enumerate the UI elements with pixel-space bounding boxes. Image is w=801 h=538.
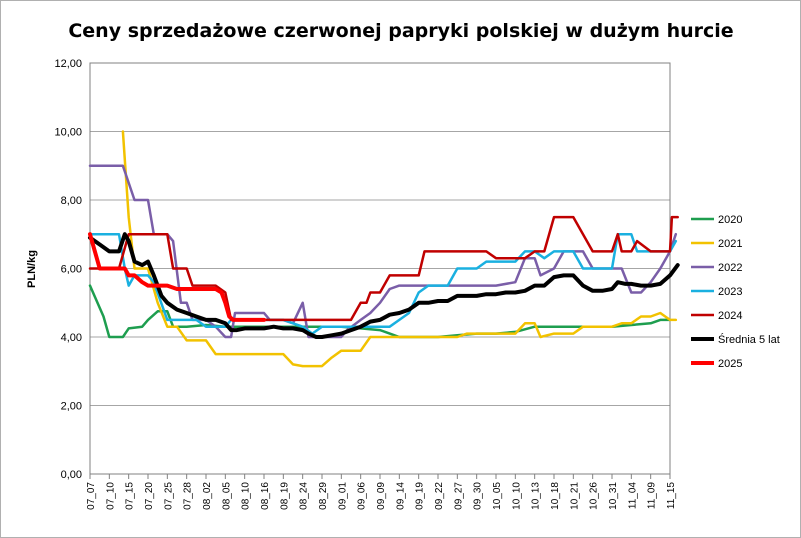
series-line-2023 (88, 232, 678, 335)
legend-label: 2021 (718, 238, 742, 250)
x-tick-label: 09_09 (376, 482, 387, 510)
x-tick-label: 10_21 (569, 482, 580, 510)
x-tick-label: 09_06 (357, 482, 368, 510)
x-tick-label: 10_10 (511, 482, 522, 510)
series-line-2025 (88, 232, 266, 322)
series-lines (88, 130, 680, 368)
x-tick-label: 08_02 (202, 482, 213, 510)
x-tick-label: 11_15 (666, 482, 677, 510)
legend-label: 2022 (718, 262, 742, 274)
legend-label: 2023 (718, 286, 742, 298)
x-tick-label: 08_10 (241, 482, 252, 510)
series-line-2024 (88, 215, 679, 322)
x-tick-label: 09_19 (415, 482, 426, 510)
y-tick-label: 10,00 (54, 127, 82, 139)
y-tick-label: 2,00 (61, 401, 82, 413)
x-tick-label: 07_07 (86, 482, 97, 510)
x-tick-label: 07_25 (163, 482, 174, 510)
x-tick-label: 07_28 (183, 482, 194, 510)
legend-label: 2024 (718, 310, 742, 322)
legend-label: 2020 (718, 214, 742, 226)
x-tick-label: 11_09 (647, 482, 658, 510)
x-axis-ticks: 07_07 07_10 07_15 07_20 07_25 07_28 08_02 08_05… (86, 474, 677, 510)
x-tick-label: 10_18 (550, 482, 561, 510)
x-tick-label: 07_15 (125, 482, 136, 510)
x-tick-label: 10_13 (531, 482, 542, 510)
x-tick-label: 11_04 (627, 482, 638, 510)
y-tick-label: 4,00 (61, 332, 82, 344)
chart-title: Ceny sprzedażowe czerwonej papryki polsk… (68, 20, 733, 42)
series-line-średnia-5-lat (88, 232, 680, 339)
y-tick-label: 0,00 (61, 469, 82, 481)
y-axis-ticks: 0,00 2,00 4,00 6,00 8,00 10,00 12,00 (54, 58, 82, 481)
x-tick-label: 07_10 (105, 482, 116, 510)
y-tick-label: 6,00 (61, 264, 82, 276)
x-tick-label: 08_24 (299, 482, 310, 510)
x-tick-label: 08_19 (279, 482, 290, 510)
x-tick-label: 09_14 (395, 482, 406, 510)
x-tick-label: 09_27 (453, 482, 464, 510)
y-tick-label: 12,00 (54, 58, 82, 70)
x-tick-label: 10_31 (608, 482, 619, 510)
y-axis-label: PLN/kg (26, 250, 38, 288)
x-tick-label: 08_29 (318, 482, 329, 510)
legend-label: Średnia 5 lat (718, 333, 780, 346)
legend-label: 2025 (718, 358, 742, 370)
y-tick-label: 8,00 (61, 195, 82, 207)
series-line-2021 (121, 130, 678, 368)
x-tick-label: 08_05 (221, 482, 232, 510)
x-tick-label: 09_01 (337, 482, 348, 510)
legend: 2020 2021 2022 2023 2024 Średnia 5 lat 2025 (691, 214, 780, 370)
x-tick-label: 10_05 (492, 482, 503, 510)
x-tick-label: 08_16 (260, 482, 271, 510)
x-tick-label: 07_20 (144, 482, 155, 510)
x-tick-label: 10_26 (589, 482, 600, 510)
x-tick-label: 09_22 (434, 482, 445, 510)
x-tick-label: 09_30 (473, 482, 484, 510)
